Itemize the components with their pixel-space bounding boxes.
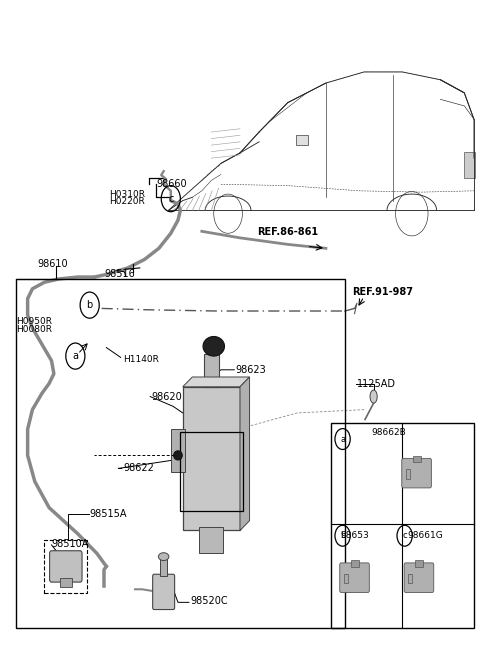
- Ellipse shape: [370, 390, 377, 403]
- FancyBboxPatch shape: [183, 387, 240, 531]
- Text: REF.86-861: REF.86-861: [257, 227, 318, 237]
- FancyBboxPatch shape: [404, 563, 434, 592]
- Text: a: a: [340, 434, 345, 443]
- Bar: [296, 135, 308, 145]
- Bar: [171, 429, 185, 472]
- Bar: [408, 574, 412, 583]
- Bar: [60, 578, 72, 587]
- Text: 98515A: 98515A: [90, 509, 127, 519]
- Text: H1140R: H1140R: [123, 355, 159, 364]
- Bar: [464, 152, 475, 178]
- Text: c: c: [402, 531, 407, 541]
- Text: REF.91-987: REF.91-987: [352, 287, 413, 297]
- Bar: [415, 560, 423, 567]
- Bar: [160, 558, 168, 576]
- Ellipse shape: [158, 553, 169, 560]
- Text: 98660: 98660: [156, 179, 187, 190]
- Bar: [413, 456, 420, 462]
- FancyBboxPatch shape: [49, 551, 82, 582]
- Text: 1125AD: 1125AD: [357, 379, 396, 388]
- Polygon shape: [183, 377, 250, 387]
- Bar: [344, 574, 348, 583]
- Text: H0080R: H0080R: [16, 325, 52, 334]
- Bar: [180, 432, 243, 511]
- Text: b: b: [340, 531, 345, 541]
- FancyBboxPatch shape: [402, 459, 432, 488]
- Text: 98622: 98622: [123, 463, 154, 474]
- Text: 98610: 98610: [37, 259, 68, 269]
- Text: 98653: 98653: [340, 531, 369, 541]
- Text: 98520C: 98520C: [190, 596, 228, 606]
- Bar: [16, 279, 345, 628]
- FancyBboxPatch shape: [153, 574, 175, 609]
- Text: b: b: [86, 300, 93, 310]
- Text: 98620: 98620: [152, 392, 182, 401]
- Bar: [199, 527, 223, 554]
- Text: 98662B: 98662B: [371, 428, 406, 437]
- FancyBboxPatch shape: [340, 563, 369, 592]
- Bar: [204, 354, 218, 387]
- Polygon shape: [240, 377, 250, 531]
- Text: a: a: [72, 351, 78, 361]
- Text: 98516: 98516: [104, 270, 135, 279]
- Bar: [350, 560, 359, 567]
- Ellipse shape: [174, 451, 182, 460]
- Text: c: c: [168, 194, 173, 203]
- Bar: [406, 470, 410, 479]
- Text: 98510A: 98510A: [51, 539, 89, 548]
- Text: H0220R: H0220R: [109, 197, 144, 207]
- Bar: [44, 541, 87, 592]
- Ellipse shape: [203, 337, 225, 356]
- Text: H0950R: H0950R: [16, 317, 52, 326]
- Text: 98661G: 98661G: [407, 531, 443, 541]
- Text: H0310R: H0310R: [109, 190, 145, 199]
- Bar: [331, 422, 474, 628]
- Text: 98623: 98623: [235, 365, 266, 375]
